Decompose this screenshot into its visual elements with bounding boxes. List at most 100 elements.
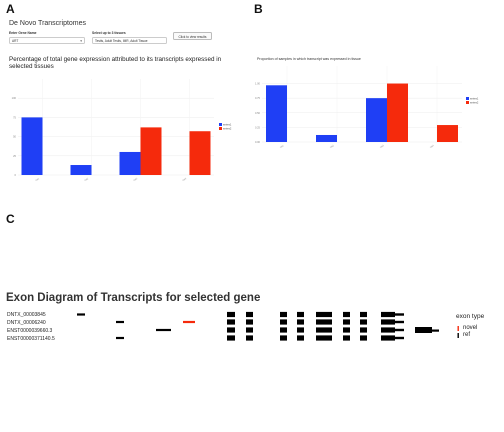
bar — [266, 85, 287, 142]
exon-block — [343, 335, 350, 341]
exon-block — [316, 327, 332, 333]
y-tick-label: 25 — [13, 154, 16, 158]
x-tick-label: cat4 — [182, 177, 188, 182]
exon-block — [280, 319, 287, 325]
exon-block — [116, 336, 124, 340]
exon-block — [227, 319, 235, 325]
exon-block — [116, 320, 124, 324]
exon-block — [156, 328, 171, 332]
gene-name-label: Enter Gene Name — [9, 31, 37, 35]
legend-label-ref: ref — [463, 332, 471, 338]
x-tick-label: cat1 — [279, 144, 285, 149]
app-title: De Novo Transcriptomes — [9, 20, 87, 27]
x-tick-label: cat3 — [133, 177, 139, 182]
exon-block — [316, 311, 332, 318]
exon-block — [316, 319, 332, 325]
exon-block — [297, 319, 304, 325]
exon-block — [360, 319, 367, 325]
exon-block — [246, 327, 253, 333]
tissue-select-label: Select up to 3 tissues — [92, 31, 126, 35]
exon-block — [395, 328, 404, 332]
legend-label: series2 — [223, 126, 232, 130]
x-tick-label: cat2 — [329, 144, 335, 149]
exon-block — [297, 335, 304, 341]
exon-block — [381, 311, 395, 318]
exon-block — [183, 320, 195, 324]
chart-b-title: Proportion of samples in which transcrip… — [257, 57, 361, 61]
bar — [366, 98, 387, 142]
panel-label-c: C — [6, 212, 15, 226]
y-tick-label: 75 — [13, 115, 16, 119]
transcript-label: DNTX_00003845 — [7, 312, 46, 318]
tissue-select-value: Testis, Adult Testis, IMR, Adult Tissue — [95, 39, 148, 43]
gene-name-value: ART — [12, 39, 19, 43]
exon-block — [432, 329, 439, 332]
transcript-label: DNTX_00006240 — [7, 320, 46, 326]
exon-block — [227, 335, 235, 341]
x-tick-label: cat3 — [379, 144, 385, 149]
bar — [437, 125, 458, 142]
exon-block — [360, 327, 367, 333]
y-tick-label: 0.50 — [255, 111, 261, 115]
bar — [316, 134, 337, 142]
legend-key — [457, 333, 459, 338]
legend-key — [457, 326, 459, 331]
exon-legend-title: exon type — [456, 313, 485, 320]
y-tick-label: 50 — [13, 135, 16, 139]
exon-block — [227, 327, 235, 333]
y-tick-label: 0.00 — [255, 140, 261, 144]
legend-label: series2 — [470, 100, 479, 104]
exon-block — [395, 336, 404, 340]
exon-block — [280, 327, 287, 333]
bar — [70, 165, 92, 175]
chevron-down-icon: ▾ — [80, 39, 82, 43]
bar — [140, 127, 162, 175]
y-tick-label: 0 — [15, 173, 17, 177]
legend-key — [219, 123, 222, 126]
legend-label: series1 — [223, 122, 232, 126]
legend-label: series1 — [470, 96, 479, 100]
y-tick-label: 1.00 — [255, 82, 261, 86]
exon-block — [227, 311, 235, 318]
exon-block — [343, 319, 350, 325]
exon-block — [246, 311, 253, 318]
legend-key — [466, 97, 469, 100]
submit-button[interactable]: Click to view results — [173, 32, 212, 40]
bar — [387, 83, 408, 142]
bar — [119, 151, 141, 175]
exon-block — [280, 335, 287, 341]
exon-block — [381, 327, 395, 333]
gene-name-select[interactable]: ART ▾ — [9, 37, 85, 44]
exon-block — [343, 327, 350, 333]
y-tick-label: 100 — [12, 96, 17, 100]
x-tick-label: cat4 — [429, 144, 435, 149]
tissue-select[interactable]: Testis, Adult Testis, IMR, Adult Tissue — [92, 37, 167, 44]
bar — [21, 117, 43, 175]
exon-block — [360, 335, 367, 341]
bar — [189, 131, 211, 175]
x-tick-label: cat2 — [84, 177, 90, 182]
exon-block — [316, 335, 332, 341]
legend-key — [219, 127, 222, 130]
exon-block — [280, 311, 287, 318]
exon-block — [297, 327, 304, 333]
exon-block — [415, 327, 432, 333]
exon-block — [381, 335, 395, 341]
exon-block — [246, 335, 253, 341]
chart-a-title: Percentage of total gene expression attr… — [9, 56, 222, 70]
exon-block — [395, 320, 404, 324]
transcript-label: ENST00000371140.5 — [7, 336, 55, 342]
exon-block — [297, 311, 304, 318]
exon-block — [360, 311, 367, 318]
transcript-label: ENST0000039660.3 — [7, 328, 53, 334]
exon-block — [395, 313, 404, 316]
y-tick-label: 0.25 — [255, 125, 261, 129]
diagram-title: Exon Diagram of Transcripts for selected… — [6, 292, 261, 304]
legend-label-novel: novel — [463, 325, 478, 331]
exon-block — [77, 313, 85, 316]
panel-label-a: A — [6, 2, 15, 16]
y-tick-label: 0.75 — [255, 96, 261, 100]
